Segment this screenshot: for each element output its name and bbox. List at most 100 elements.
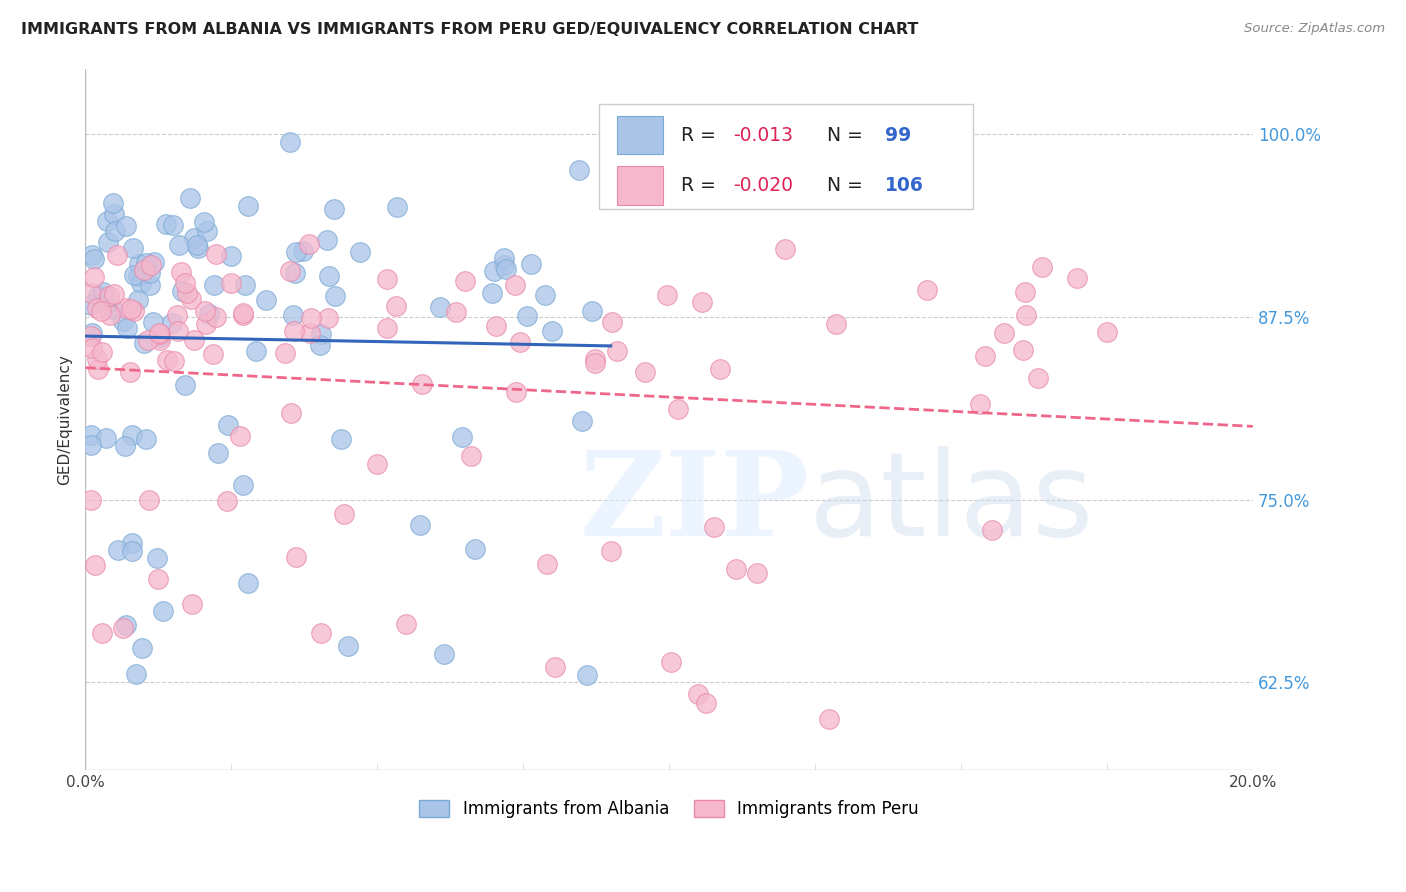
Point [87, 288, 110, 302]
Point [1015, 308, 1038, 322]
Point [207, 446, 229, 460]
Point [481, 286, 503, 301]
Point [96, 431, 118, 445]
Point [969, 396, 991, 410]
Point [186, 237, 208, 252]
Point [581, 304, 603, 318]
Point [96, 214, 118, 228]
Point [1095, 325, 1118, 339]
Point [187, 241, 209, 255]
Point [120, 301, 142, 316]
Point [104, 224, 127, 238]
Point [194, 304, 217, 318]
Point [122, 303, 145, 318]
Point [283, 324, 305, 338]
Point [127, 293, 149, 307]
Point [136, 333, 159, 347]
Point [254, 293, 277, 308]
Point [103, 286, 125, 301]
Point [152, 604, 174, 618]
Point [600, 315, 623, 329]
Point [176, 285, 198, 300]
Point [219, 249, 242, 263]
Point [174, 276, 197, 290]
Point [993, 326, 1015, 340]
Point [454, 274, 477, 288]
Point [80, 298, 103, 312]
Point [411, 376, 433, 391]
Point [492, 251, 515, 265]
Point [981, 524, 1004, 538]
Point [128, 257, 150, 271]
Text: IMMIGRANTS FROM ALBANIA VS IMMIGRANTS FROM PERU GED/EQUIVALENCY CORRELATION CHAR: IMMIGRANTS FROM ALBANIA VS IMMIGRANTS FR… [21, 22, 918, 37]
Point [973, 349, 995, 363]
Point [336, 639, 359, 653]
Point [690, 294, 713, 309]
Point [129, 277, 152, 291]
Point [429, 300, 451, 314]
Point [141, 258, 163, 272]
Text: -0.020: -0.020 [734, 176, 793, 195]
Point [149, 326, 172, 341]
Point [284, 266, 307, 280]
Point [703, 520, 725, 534]
Point [183, 231, 205, 245]
Point [280, 406, 302, 420]
Point [309, 326, 332, 341]
Point [1012, 343, 1035, 357]
Point [460, 450, 482, 464]
Text: ZIP: ZIP [579, 446, 810, 561]
Point [232, 478, 254, 492]
Point [91, 285, 114, 299]
Point [98, 289, 121, 303]
Point [80, 493, 103, 508]
Point [146, 572, 169, 586]
Point [655, 288, 678, 302]
Point [139, 277, 162, 292]
Point [117, 321, 139, 335]
Point [118, 365, 141, 379]
Point [333, 508, 356, 522]
Point [193, 215, 215, 229]
Point [80, 248, 103, 262]
Point [516, 309, 538, 323]
Point [520, 257, 543, 271]
Point [495, 262, 517, 277]
Text: Source: ZipAtlas.com: Source: ZipAtlas.com [1244, 22, 1385, 36]
Point [451, 430, 474, 444]
Point [215, 494, 238, 508]
Point [634, 365, 657, 379]
Point [149, 330, 172, 344]
Point [273, 345, 295, 359]
Point [204, 310, 226, 324]
Point [1031, 260, 1053, 275]
Text: R =: R = [681, 176, 721, 195]
Point [709, 361, 731, 376]
Point [534, 288, 557, 302]
Point [280, 263, 302, 277]
Point [349, 245, 371, 260]
Point [318, 269, 340, 284]
Text: 106: 106 [886, 176, 924, 195]
Point [245, 343, 267, 358]
Y-axis label: GED/Equivalency: GED/Equivalency [58, 354, 72, 484]
Point [661, 655, 683, 669]
Point [80, 341, 103, 355]
Point [666, 401, 689, 416]
Point [366, 457, 388, 471]
Point [139, 266, 162, 280]
Point [236, 576, 259, 591]
Point [606, 343, 628, 358]
Point [94, 298, 117, 312]
Point [544, 660, 567, 674]
Point [695, 696, 717, 710]
Point [284, 244, 307, 259]
Point [540, 324, 562, 338]
Text: 99: 99 [886, 126, 911, 145]
Point [773, 242, 796, 256]
Point [135, 432, 157, 446]
Point [115, 618, 138, 632]
Point [101, 302, 124, 317]
Text: atlas: atlas [810, 446, 1095, 561]
Point [309, 625, 332, 640]
